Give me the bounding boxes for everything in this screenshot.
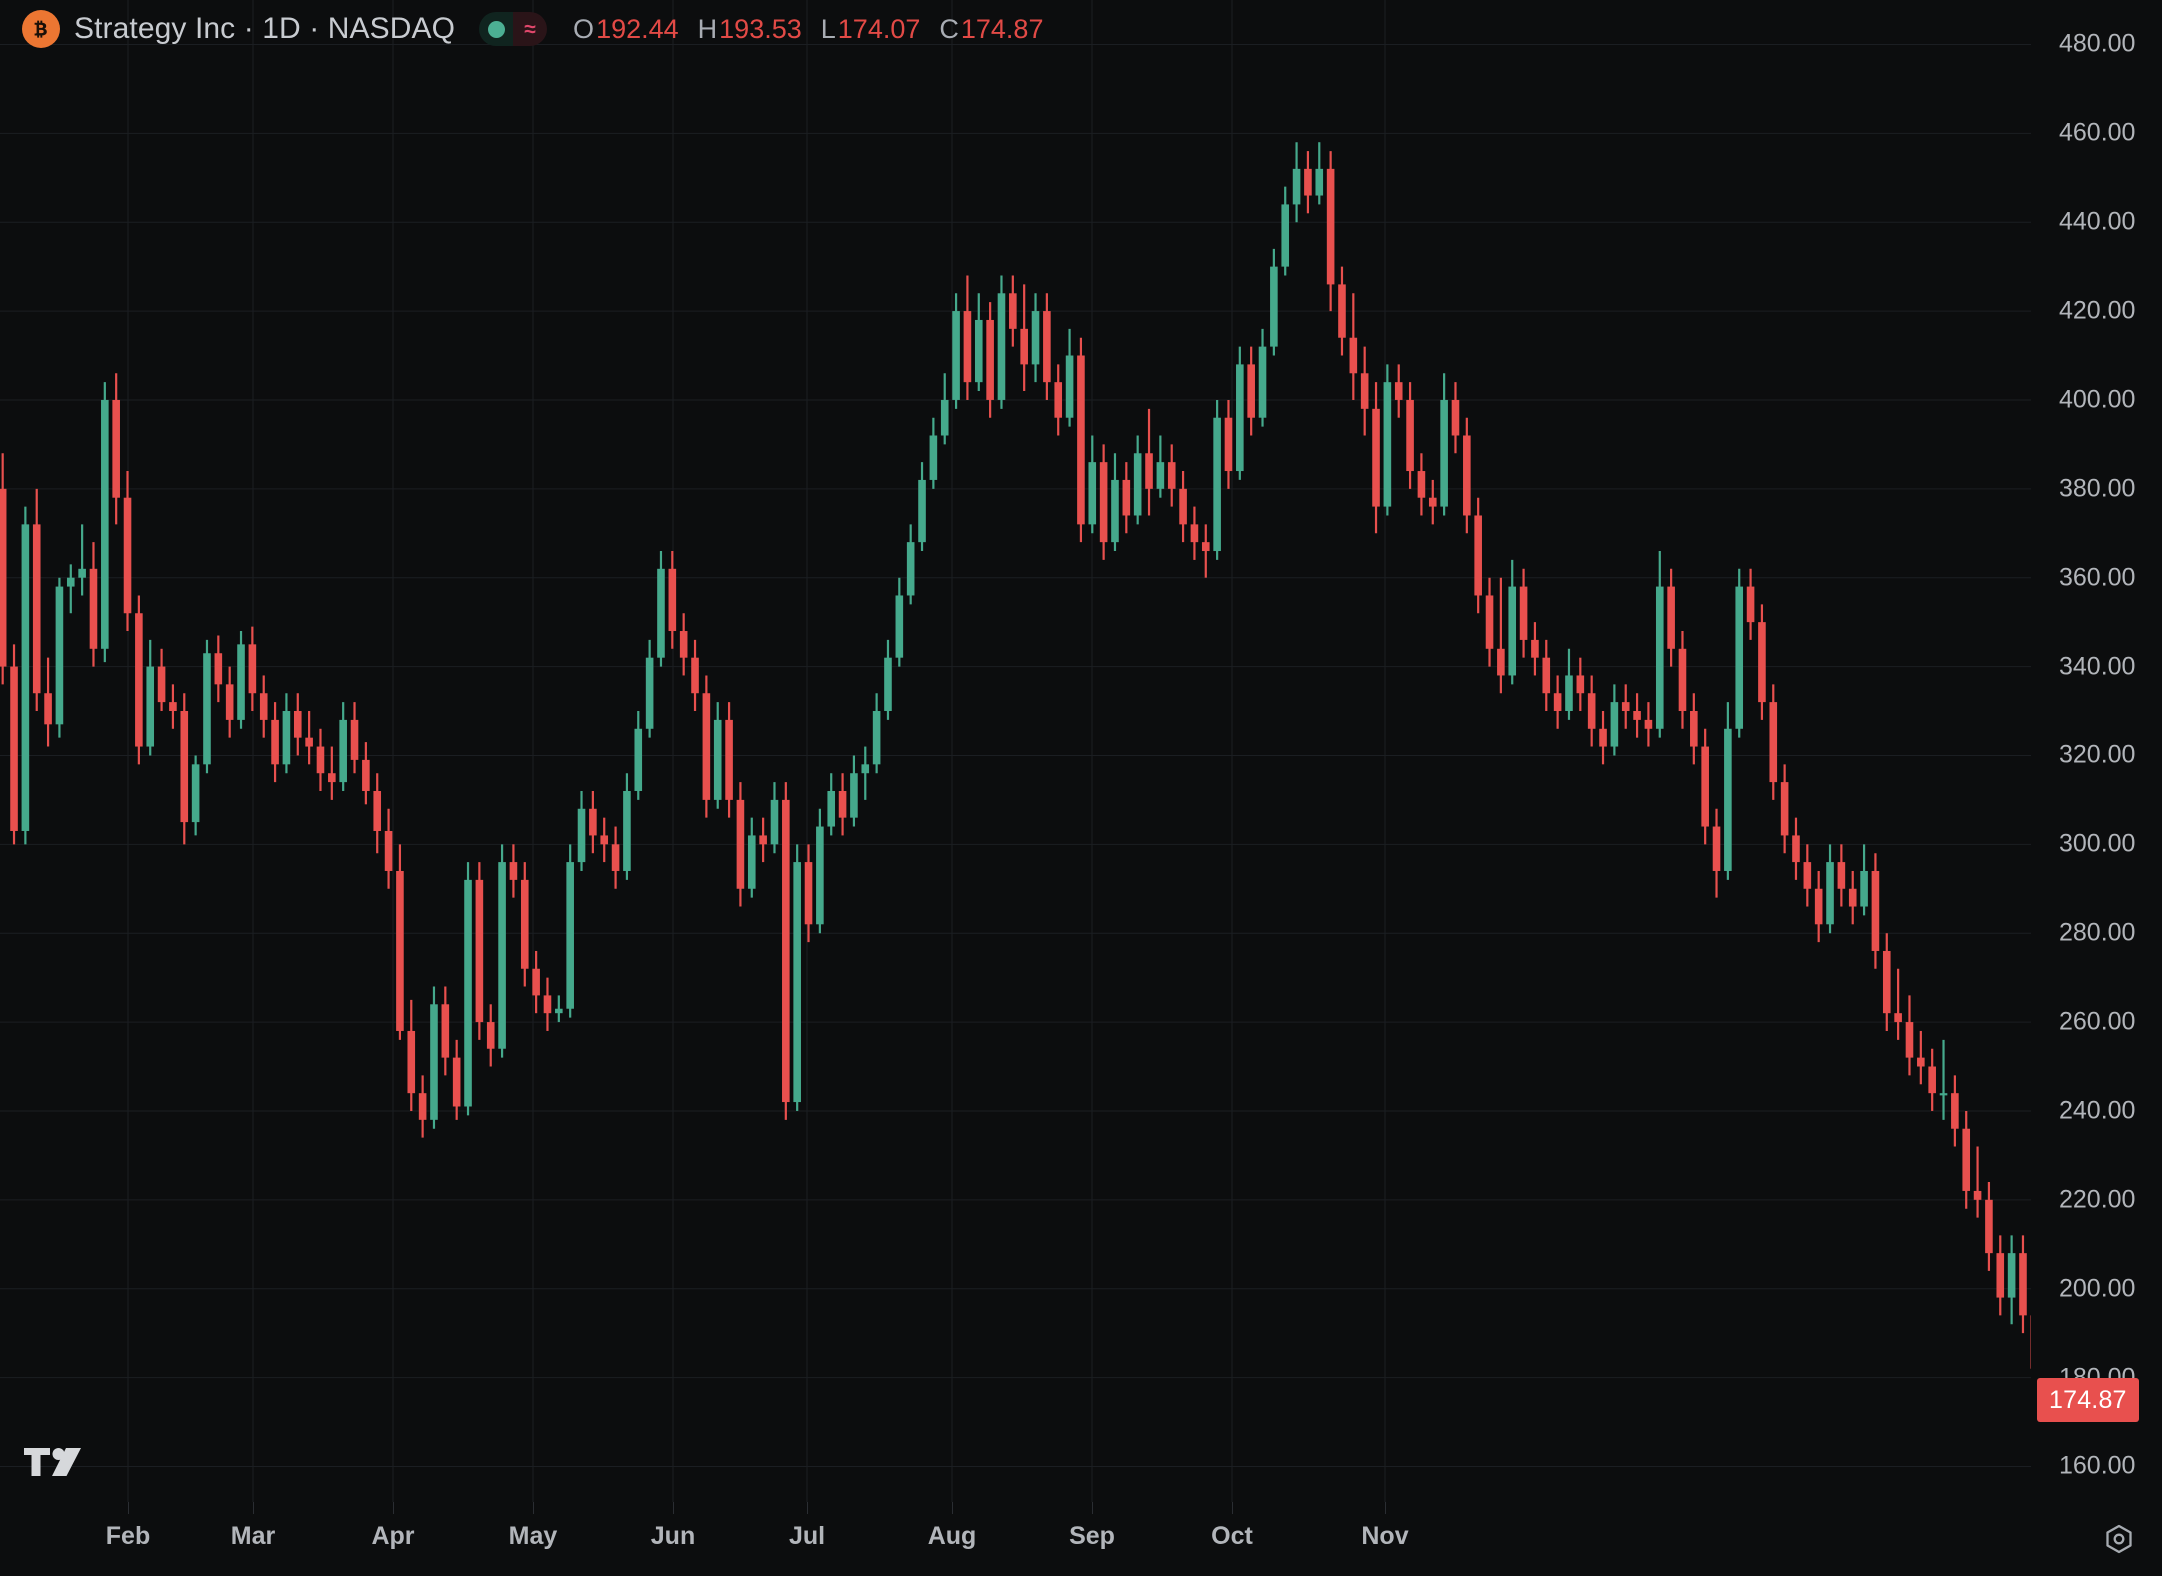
price-axis-label: 360.00 bbox=[2059, 563, 2136, 592]
price-axis-label: 220.00 bbox=[2059, 1185, 2136, 1214]
ohlc-low-value: 174.07 bbox=[837, 13, 921, 44]
ohlc-high-value: 193.53 bbox=[719, 13, 802, 44]
time-axis-label: Nov bbox=[1361, 1522, 1409, 1550]
time-axis-label: Jul bbox=[788, 1522, 826, 1550]
time-axis-tick bbox=[128, 1502, 129, 1514]
price-axis-label: 400.00 bbox=[2059, 385, 2136, 414]
price-axis-label: 300.00 bbox=[2059, 829, 2136, 858]
candlestick-plot-area[interactable] bbox=[0, 0, 2031, 1502]
toggle-line-option[interactable]: ≈ bbox=[513, 12, 548, 46]
time-axis-label: Feb bbox=[105, 1522, 151, 1550]
price-axis-label: 460.00 bbox=[2059, 118, 2136, 147]
ohlc-close-key: C bbox=[939, 13, 959, 44]
price-axis[interactable]: 480.00 460.00 440.00 420.00 400.00 380.00 360.… bbox=[2031, 0, 2162, 1502]
price-axis-label: 260.00 bbox=[2059, 1007, 2136, 1036]
ohlc-readout: O 192.44 H 193.53 L 174.07 C 174.87 bbox=[573, 14, 1043, 45]
time-axis-tick bbox=[533, 1502, 534, 1514]
approximately-equal-icon: ≈ bbox=[524, 17, 536, 41]
price-axis-label: 480.00 bbox=[2059, 29, 2136, 58]
time-axis-tick bbox=[393, 1502, 394, 1514]
price-axis-label: 280.00 bbox=[2059, 918, 2136, 947]
price-axis-label: 200.00 bbox=[2059, 1274, 2136, 1303]
toggle-candle-option[interactable] bbox=[479, 12, 514, 46]
price-axis-label: 340.00 bbox=[2059, 652, 2136, 681]
chart-style-toggle[interactable]: ≈ bbox=[479, 12, 548, 46]
time-axis-tick bbox=[952, 1502, 953, 1514]
time-axis-label: May bbox=[508, 1522, 558, 1550]
time-axis-label: Sep bbox=[1069, 1522, 1115, 1550]
ohlc-low-key: L bbox=[820, 13, 836, 44]
ohlc-open-key: O bbox=[573, 13, 595, 44]
time-axis-tick bbox=[1092, 1502, 1093, 1514]
tradingview-logo[interactable] bbox=[22, 1442, 84, 1482]
price-axis-label: 160.00 bbox=[2059, 1451, 2136, 1480]
time-axis-label: Oct bbox=[1211, 1522, 1253, 1550]
candlestick-svg bbox=[0, 0, 2031, 1502]
current-price-badge[interactable]: 174.87 bbox=[2037, 1378, 2139, 1423]
filled-circle-icon bbox=[487, 20, 505, 38]
time-axis-tick bbox=[1385, 1502, 1386, 1514]
ohlc-open-value: 192.44 bbox=[596, 13, 679, 44]
time-axis-label: Jun bbox=[650, 1522, 696, 1550]
price-axis-label: 240.00 bbox=[2059, 1096, 2136, 1125]
ohlc-close-value: 174.87 bbox=[960, 13, 1044, 44]
time-axis-tick bbox=[673, 1502, 674, 1514]
price-axis-label: 440.00 bbox=[2059, 207, 2136, 236]
chart-header: Strategy Inc · 1D · NASDAQ ≈ O 192.44 H … bbox=[0, 0, 2162, 58]
hexagon-gear-icon[interactable] bbox=[2100, 1520, 2138, 1558]
time-axis-tick bbox=[807, 1502, 808, 1514]
time-axis-label: Aug bbox=[927, 1522, 977, 1550]
time-axis-tick bbox=[253, 1502, 254, 1514]
time-axis-label: Apr bbox=[371, 1522, 415, 1550]
price-axis-label: 420.00 bbox=[2059, 296, 2136, 325]
time-axis[interactable]: Feb Mar Apr May Jun Jul Aug Sep Oct Nov bbox=[0, 1502, 2162, 1576]
symbol-title[interactable]: Strategy Inc · 1D · NASDAQ bbox=[74, 12, 456, 45]
price-axis-label: 320.00 bbox=[2059, 740, 2136, 769]
price-axis-label: 380.00 bbox=[2059, 474, 2136, 503]
time-axis-tick bbox=[1232, 1502, 1233, 1514]
bitcoin-b-icon bbox=[22, 10, 60, 48]
ohlc-high-key: H bbox=[697, 13, 718, 44]
time-axis-label: Mar bbox=[230, 1522, 276, 1550]
